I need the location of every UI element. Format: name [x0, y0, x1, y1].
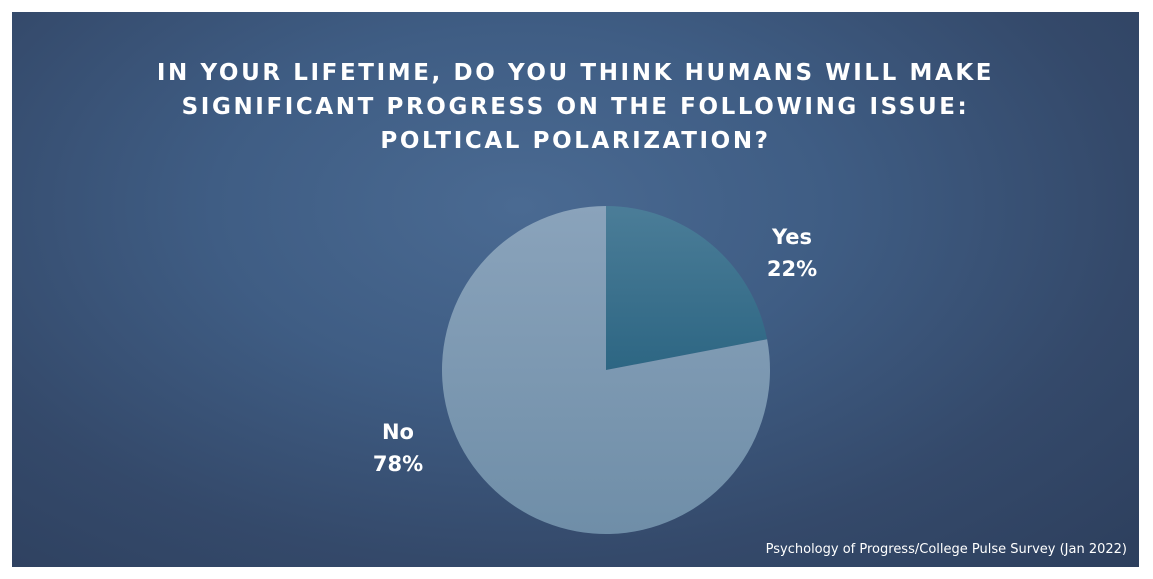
- slice-value-yes: 22%: [767, 257, 817, 281]
- chart-title-line-3: POLTICAL POLARIZATION?: [380, 128, 771, 154]
- pie-slice-no: [441, 206, 770, 534]
- chart-panel: IN YOUR LIFETIME, DO YOU THINK HUMANS WI…: [12, 12, 1139, 567]
- slice-label-no: No: [382, 420, 414, 444]
- pie-slice-yes: [606, 206, 768, 370]
- pie-labels: Yes 22% No 78%: [373, 225, 817, 476]
- chart-title-line-1: IN YOUR LIFETIME, DO YOU THINK HUMANS WI…: [156, 60, 995, 86]
- pie-chart: Yes 22% No 78%: [373, 206, 817, 534]
- slice-label-yes: Yes: [771, 225, 812, 249]
- pie-slices: [441, 206, 770, 534]
- slice-value-no: 78%: [373, 452, 423, 476]
- source-note: Psychology of Progress/College Pulse Sur…: [765, 542, 1127, 557]
- chart-title-line-2: SIGNIFICANT PROGRESS ON THE FOLLOWING IS…: [181, 94, 970, 120]
- chart-title: IN YOUR LIFETIME, DO YOU THINK HUMANS WI…: [12, 56, 1139, 158]
